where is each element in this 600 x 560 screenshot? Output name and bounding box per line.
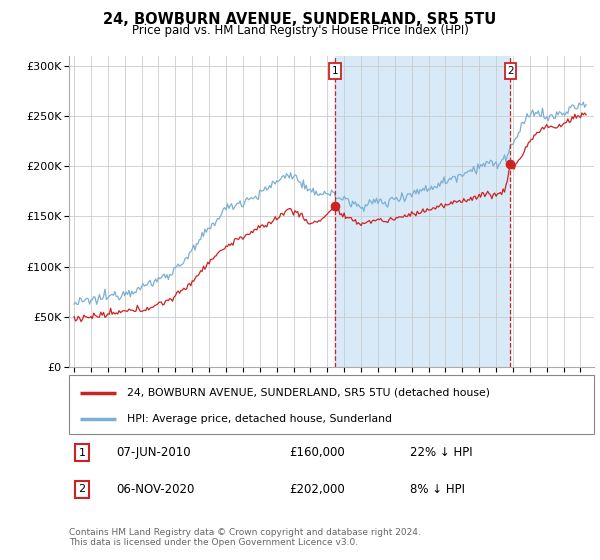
Text: 24, BOWBURN AVENUE, SUNDERLAND, SR5 5TU: 24, BOWBURN AVENUE, SUNDERLAND, SR5 5TU <box>103 12 497 27</box>
Text: £160,000: £160,000 <box>290 446 345 459</box>
Text: 24, BOWBURN AVENUE, SUNDERLAND, SR5 5TU (detached house): 24, BOWBURN AVENUE, SUNDERLAND, SR5 5TU … <box>127 388 490 398</box>
Text: 22% ↓ HPI: 22% ↓ HPI <box>410 446 473 459</box>
Text: Contains HM Land Registry data © Crown copyright and database right 2024.
This d: Contains HM Land Registry data © Crown c… <box>69 528 421 547</box>
Text: 1: 1 <box>79 448 86 458</box>
Text: Price paid vs. HM Land Registry's House Price Index (HPI): Price paid vs. HM Land Registry's House … <box>131 24 469 37</box>
Text: 07-JUN-2010: 07-JUN-2010 <box>116 446 191 459</box>
Text: 1: 1 <box>331 66 338 76</box>
Bar <box>335 56 511 367</box>
Text: 8% ↓ HPI: 8% ↓ HPI <box>410 483 465 496</box>
Text: £202,000: £202,000 <box>290 483 345 496</box>
FancyBboxPatch shape <box>69 375 594 434</box>
Text: HPI: Average price, detached house, Sunderland: HPI: Average price, detached house, Sund… <box>127 414 392 424</box>
Text: 06-NOV-2020: 06-NOV-2020 <box>116 483 194 496</box>
Text: 2: 2 <box>507 66 514 76</box>
Text: 2: 2 <box>79 484 86 494</box>
